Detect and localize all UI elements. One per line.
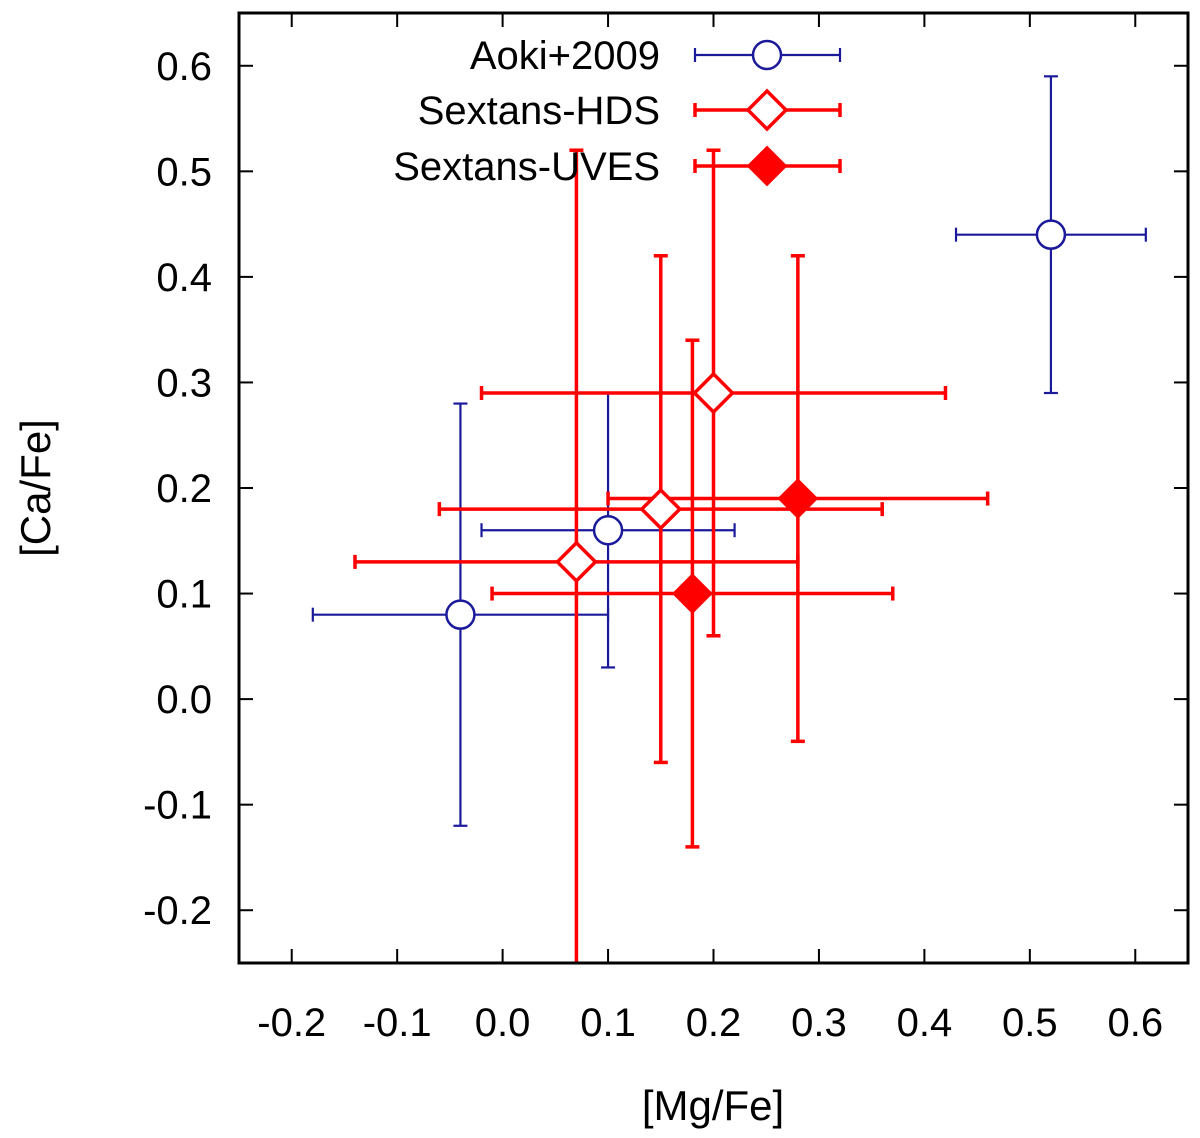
x-tick-label: -0.2 <box>257 1001 326 1045</box>
data-point <box>554 540 598 584</box>
y-tick-label: -0.2 <box>143 889 212 933</box>
legend-label: Aoki+2009 <box>470 34 660 78</box>
x-tick-label: -0.1 <box>363 1001 432 1045</box>
plot-series <box>311 75 1147 963</box>
data-point <box>777 478 819 519</box>
data-point <box>1035 219 1067 250</box>
series-sextans-hds <box>353 148 948 963</box>
data-point <box>692 371 735 415</box>
data-point <box>445 599 476 630</box>
x-tick-label: 0.5 <box>1002 1001 1058 1045</box>
legend-marker <box>746 145 788 187</box>
y-tick-label: 0.6 <box>156 45 212 89</box>
data-point <box>592 514 624 546</box>
legend-marker <box>751 39 783 71</box>
x-tick-label: 0.3 <box>791 1001 847 1045</box>
y-tick-label: 0.2 <box>156 467 212 511</box>
y-tick-label: 0.0 <box>156 678 212 722</box>
y-tick-label: 0.1 <box>156 573 212 617</box>
legend-label: Sextans-UVES <box>393 145 660 189</box>
data-point <box>671 573 713 614</box>
legend: Aoki+2009 Sextans-HDS Sextans-UVES <box>393 34 842 189</box>
markers-aoki-2009 <box>445 219 1067 630</box>
plot-frame <box>237 11 1190 965</box>
data-point <box>639 487 683 531</box>
y-axis-title: [Ca/Fe] <box>12 419 59 557</box>
axis-ticks <box>239 13 1188 963</box>
x-tick-label: 0.6 <box>1107 1001 1163 1045</box>
y-tick-label: 0.3 <box>156 361 212 405</box>
y-tick-label: 0.4 <box>156 256 212 300</box>
x-tick-label: 0.1 <box>580 1001 636 1045</box>
legend-label: Sextans-HDS <box>418 89 660 133</box>
y-tick-label: 0.5 <box>156 150 212 194</box>
x-tick-label: 0.0 <box>475 1001 531 1045</box>
x-tick-label: 0.2 <box>686 1001 742 1045</box>
x-tick-label: 0.4 <box>897 1001 953 1045</box>
markers-sextans-uves <box>671 478 819 614</box>
markers-sextans-hds <box>554 371 735 584</box>
legend-marker <box>745 88 789 132</box>
tick-labels: -0.2 -0.1 0.0 0.1 0.2 0.3 0.4 0.5 0.6 -0.2 -0.1 0.0… <box>143 45 1163 1045</box>
y-tick-label: -0.1 <box>143 784 212 828</box>
x-axis-title: [Mg/Fe] <box>642 1082 784 1129</box>
